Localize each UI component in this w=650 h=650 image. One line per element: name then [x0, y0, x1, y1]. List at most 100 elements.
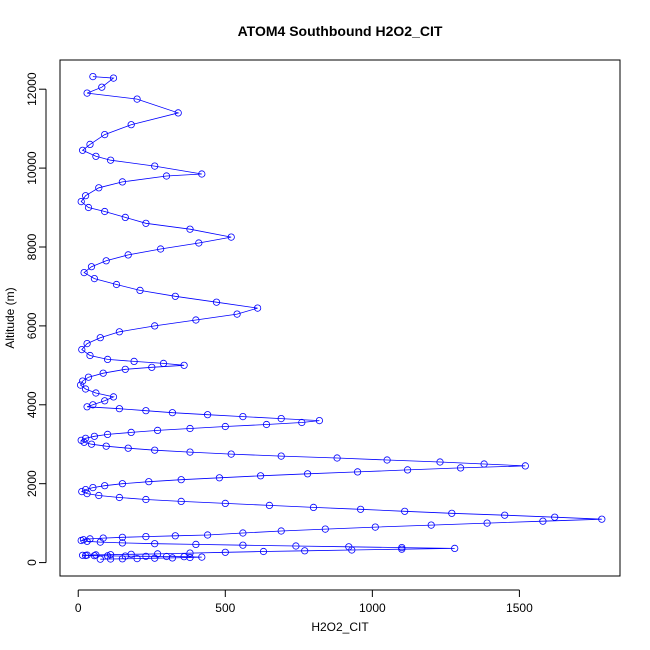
data-point: [145, 478, 153, 486]
data-point: [83, 89, 91, 97]
data-point: [221, 422, 229, 431]
data-point: [239, 541, 247, 549]
data-point: [102, 442, 110, 450]
x-tick-label: 1000: [359, 601, 386, 615]
data-point: [84, 373, 93, 381]
data-point: [456, 464, 465, 472]
data-point: [118, 178, 127, 186]
data-point: [192, 316, 200, 324]
data-point: [186, 225, 194, 233]
data-point: [239, 529, 247, 537]
x-tick-label: 1500: [506, 601, 533, 615]
data-point: [87, 263, 96, 271]
x-axis-label: H2O2_CIT: [311, 620, 369, 634]
data-point: [118, 555, 127, 563]
data-point: [483, 519, 491, 527]
data-point: [133, 554, 141, 563]
data-point: [77, 198, 85, 206]
plot-frame: [59, 59, 621, 577]
data-point: [598, 515, 606, 523]
data-point: [186, 549, 194, 557]
data-point: [89, 73, 97, 81]
data-point: [204, 531, 212, 539]
data-point: [221, 548, 229, 556]
y-tick-label: 2000: [25, 470, 39, 497]
data-point: [333, 454, 341, 462]
data-point: [157, 245, 165, 253]
data-point: [90, 274, 99, 283]
data-point: [256, 472, 265, 480]
y-tick-label: 12000: [25, 72, 39, 106]
data-point: [86, 140, 94, 148]
data-point: [448, 509, 456, 517]
data-point: [102, 257, 110, 265]
data-point: [80, 268, 88, 277]
data-point: [142, 407, 150, 415]
y-tick-label: 0: [25, 559, 39, 566]
x-axis: 0 500 1000 1500: [75, 589, 533, 615]
data-point: [96, 555, 104, 563]
data-point: [215, 474, 223, 482]
data-point: [277, 527, 285, 535]
series-points: [77, 73, 606, 563]
data-point: [262, 420, 271, 429]
data-point: [436, 458, 444, 466]
data-point: [177, 476, 185, 484]
data-point: [83, 403, 91, 411]
data-point: [92, 152, 100, 160]
data-point: [180, 553, 188, 561]
data-point: [348, 546, 356, 554]
data-point: [92, 551, 100, 559]
data-point: [212, 298, 221, 306]
data-point: [277, 452, 285, 460]
data-point: [79, 146, 87, 154]
data-point: [539, 517, 547, 525]
data-point: [104, 355, 112, 363]
data-point: [168, 554, 176, 562]
data-point: [162, 172, 171, 180]
data-point: [239, 412, 247, 421]
data-point: [124, 251, 132, 259]
data-point: [480, 460, 488, 468]
chart-title: ATOM4 Southbound H2O2_CIT: [238, 23, 443, 39]
data-point: [303, 470, 312, 478]
data-point: [98, 83, 106, 91]
data-point: [298, 418, 306, 427]
data-point: [107, 551, 115, 559]
data-point: [77, 381, 85, 389]
data-point: [227, 450, 235, 458]
y-tick-label: 10000: [25, 151, 39, 185]
data-point: [159, 359, 168, 367]
data-point: [112, 280, 121, 289]
data-point: [177, 497, 185, 505]
data-point: [82, 192, 90, 200]
y-axis: 0 2000 4000 6000 8000 10000 12000: [25, 72, 47, 566]
data-point: [80, 438, 88, 446]
data-point: [82, 551, 90, 560]
data-point: [79, 377, 87, 385]
data-point: [124, 444, 132, 452]
data-point: [89, 483, 97, 492]
data-point: [383, 456, 391, 464]
data-point: [309, 503, 318, 511]
data-point: [151, 554, 159, 562]
data-point: [204, 411, 212, 419]
data-point: [83, 489, 91, 498]
data-point: [115, 328, 124, 336]
data-point: [84, 203, 93, 212]
data-point: [227, 233, 235, 241]
data-point: [127, 121, 135, 129]
data-point: [83, 339, 91, 348]
data-point: [151, 540, 159, 548]
data-point: [265, 501, 273, 509]
data-point: [148, 363, 156, 371]
data-point: [115, 493, 124, 502]
data-point: [198, 553, 206, 561]
data-point: [95, 184, 103, 192]
data-point: [151, 162, 159, 170]
data-point: [142, 532, 150, 541]
data-point: [101, 482, 109, 490]
data-point: [401, 507, 409, 515]
data-point: [99, 369, 107, 377]
